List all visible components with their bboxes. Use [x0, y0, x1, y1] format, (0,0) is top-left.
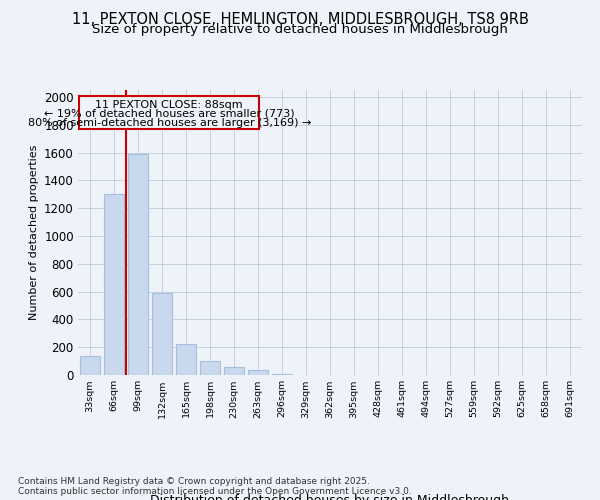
Bar	[128, 154, 148, 375]
Text: ← 19% of detached houses are smaller (773): ← 19% of detached houses are smaller (77…	[44, 109, 295, 119]
Bar	[272, 374, 292, 375]
Bar	[104, 194, 124, 375]
Text: Contains HM Land Registry data © Crown copyright and database right 2025.: Contains HM Land Registry data © Crown c…	[18, 478, 370, 486]
Bar	[224, 368, 244, 375]
Bar	[200, 361, 220, 375]
FancyBboxPatch shape	[79, 96, 259, 129]
X-axis label: Distribution of detached houses by size in Middlesbrough: Distribution of detached houses by size …	[151, 494, 509, 500]
Text: 11 PEXTON CLOSE: 88sqm: 11 PEXTON CLOSE: 88sqm	[95, 100, 243, 110]
Bar	[80, 356, 100, 375]
Y-axis label: Number of detached properties: Number of detached properties	[29, 145, 38, 320]
Bar	[152, 293, 172, 375]
Text: 80% of semi-detached houses are larger (3,169) →: 80% of semi-detached houses are larger (…	[28, 118, 311, 128]
Text: 11, PEXTON CLOSE, HEMLINGTON, MIDDLESBROUGH, TS8 9RB: 11, PEXTON CLOSE, HEMLINGTON, MIDDLESBRO…	[71, 12, 529, 28]
Text: Size of property relative to detached houses in Middlesbrough: Size of property relative to detached ho…	[92, 22, 508, 36]
Bar	[176, 344, 196, 375]
Text: Contains public sector information licensed under the Open Government Licence v3: Contains public sector information licen…	[18, 488, 412, 496]
Bar	[248, 370, 268, 375]
